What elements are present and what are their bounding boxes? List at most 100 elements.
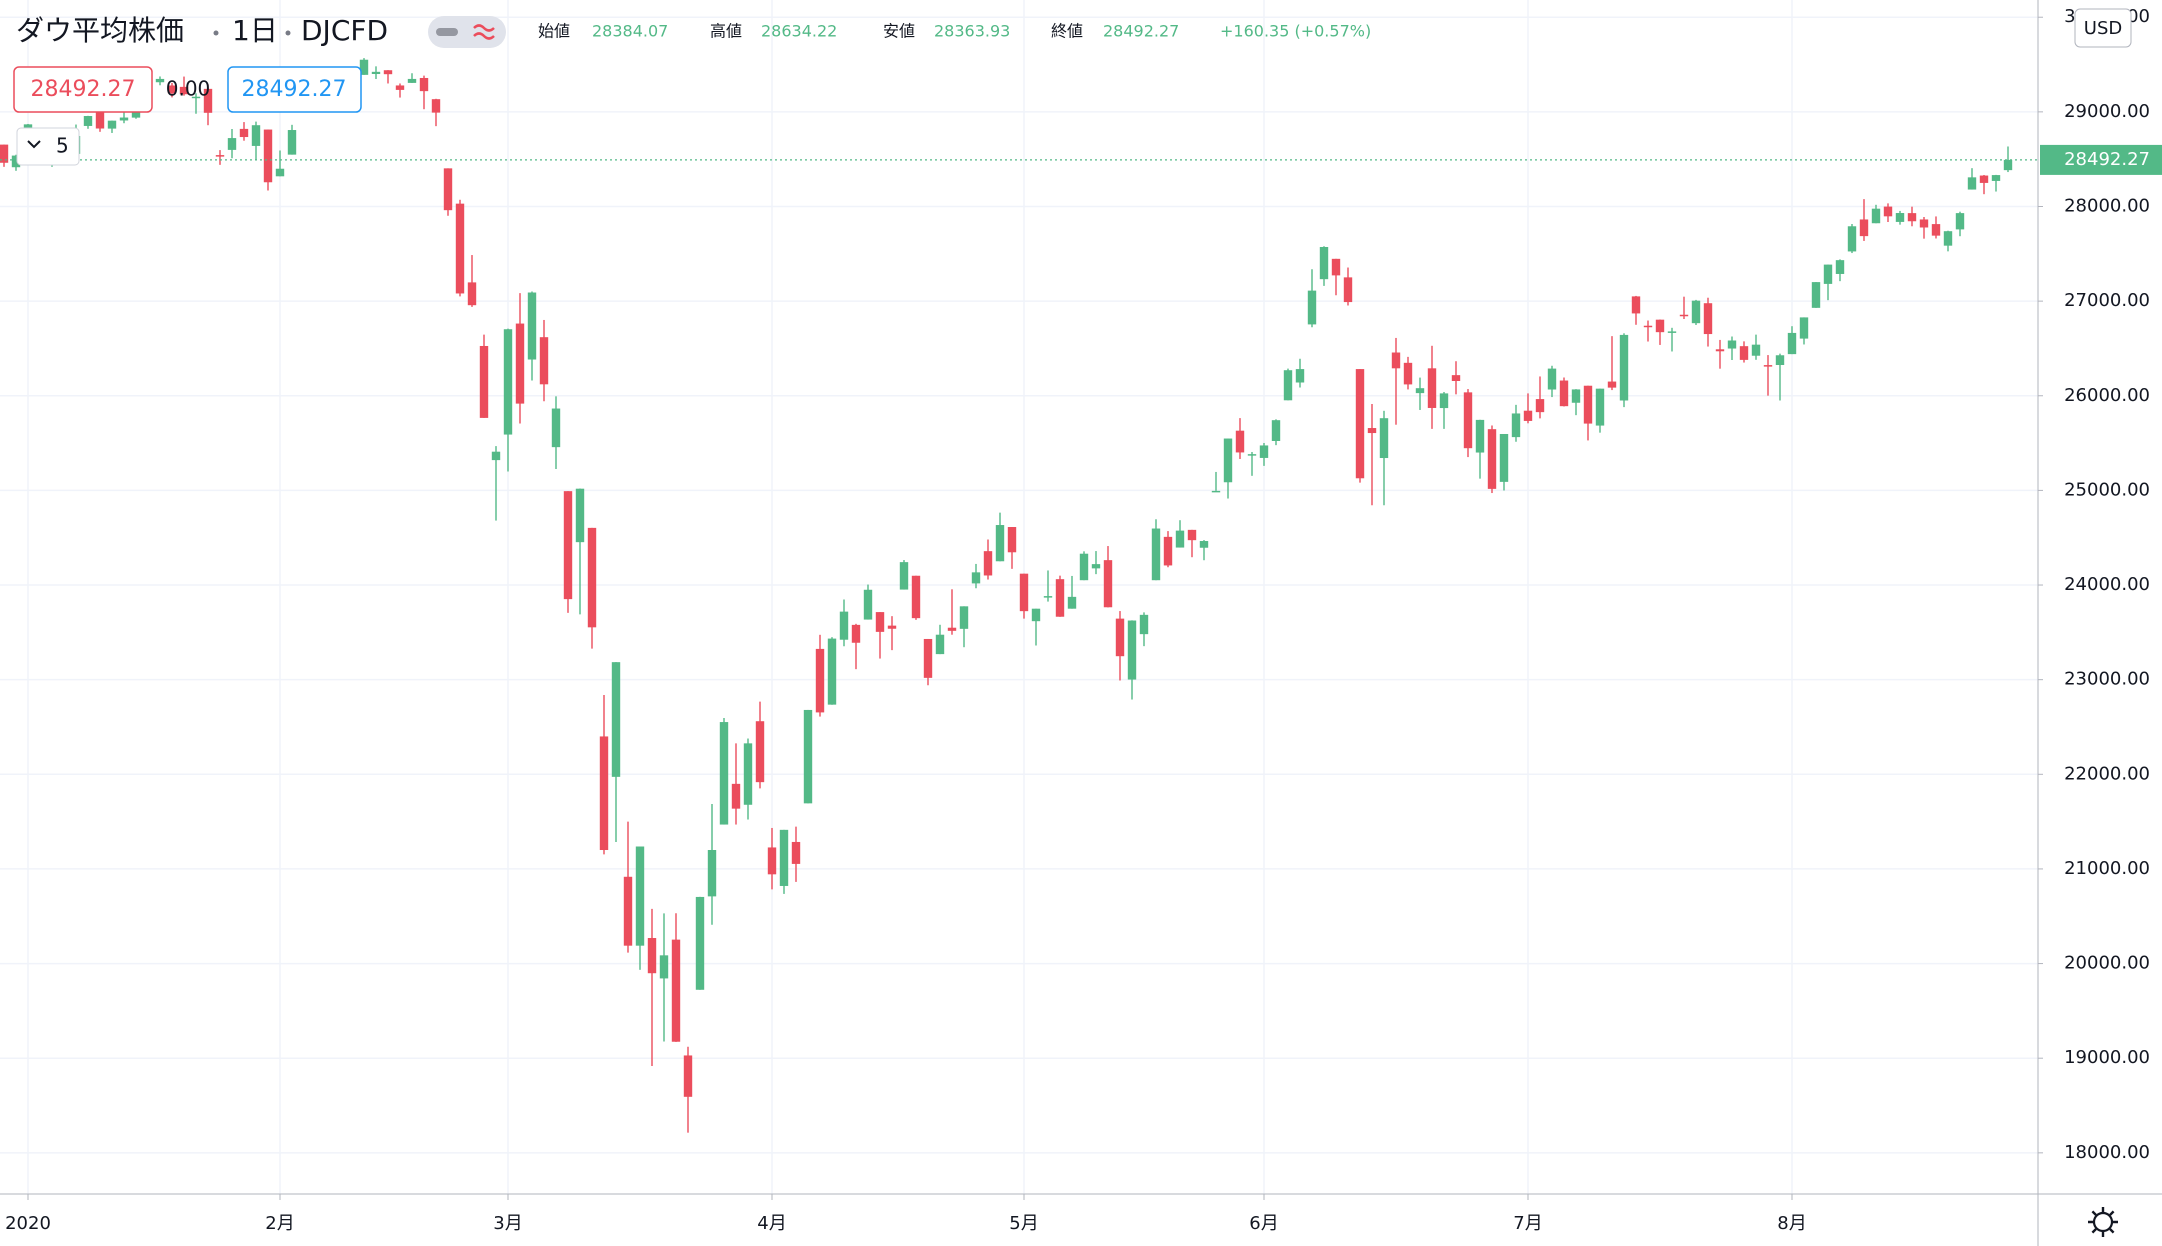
candle-body [1895,213,1905,222]
candle-body [719,722,729,825]
candle-body [635,846,645,946]
candle-body [539,337,549,385]
candle-body [803,709,813,804]
toggle-pill[interactable] [428,16,506,48]
candle-body [671,939,681,1042]
y-tick-label: 18000.00 [2064,1142,2150,1163]
candle-body [491,451,501,461]
candle-body [683,1055,693,1097]
candle-body [947,627,957,631]
y-tick-label: 29000.00 [2064,101,2150,122]
wave-icon [473,24,495,40]
candle-body [1271,420,1281,441]
toggle-icon [436,28,458,36]
candle-body [1787,332,1797,355]
candle-body [1583,385,1593,424]
interval[interactable]: 1日 [232,14,278,47]
sell-price[interactable]: 28492.27 [31,77,136,102]
candle-body [515,323,525,404]
candle-body [1871,208,1881,224]
candle-body [119,117,129,121]
candle-body [1079,553,1089,581]
y-tick-label: 20000.00 [2064,953,2150,974]
candle-body [1391,352,1401,369]
candle-body [1127,620,1137,680]
candle-body [623,876,633,946]
candle-body [1367,428,1377,434]
candle-body [1175,530,1185,548]
candle-body [239,128,249,138]
y-tick-label: 23000.00 [2064,669,2150,690]
candle-body [1919,219,1929,228]
candle-body [1163,536,1173,566]
candle-body [527,292,537,360]
candle-body [1151,528,1161,581]
candle-body [959,606,969,629]
candle-body [263,129,273,183]
x-tick-label: 7月 [1513,1213,1542,1234]
candle-body [107,120,117,129]
indicator-toggle[interactable] [16,127,80,166]
candle-body [1847,226,1857,252]
legend-high: 28634.22 [761,22,837,41]
candle-body [1835,260,1845,274]
legend-high-label: 高値 [710,22,742,41]
x-tick-label: 3月 [493,1213,522,1234]
candle-body [1139,614,1149,635]
candle-body [1823,264,1833,284]
candle-body [503,329,513,435]
candle-body [599,736,609,851]
currency[interactable]: USD [2084,18,2122,39]
candle-body [1019,573,1029,612]
candle-body [1091,564,1101,569]
sell-box[interactable] [13,66,153,113]
candle-body [1403,362,1413,385]
candle-body [659,955,669,979]
candle-body [707,850,717,897]
candle-body [911,575,921,619]
y-tick-label: 25000.00 [2064,479,2150,500]
spread: 0.00 [166,77,211,101]
candle-body [131,109,141,118]
candle-body [1463,392,1473,449]
candle-body [731,783,741,809]
candle-body [1619,334,1629,401]
candle-body [1211,490,1221,493]
candle-body [743,743,753,805]
currency-box[interactable] [2074,8,2132,48]
candle-body [467,282,477,306]
candle-body [1331,258,1341,276]
gear-teeth [2088,1207,2118,1237]
candle-body [1559,380,1569,407]
candle-body [1703,303,1713,335]
buy-box[interactable] [227,66,362,113]
candle-body [83,116,93,126]
candle-body [1007,527,1017,553]
candle-body [203,88,213,113]
candle-body [767,847,777,875]
candle-body [1859,219,1869,237]
candle-body [899,562,909,590]
candle-body [1475,419,1485,453]
candle-body [95,111,105,129]
symbol[interactable]: DJCFD [301,14,388,47]
candle-body [407,78,417,83]
settings-button[interactable] [2088,1207,2118,1237]
candle-body [1631,296,1641,314]
candle-body [1379,418,1389,459]
candle-body [479,345,489,418]
candle-body [1643,325,1653,328]
legend-low: 28363.93 [934,22,1010,41]
candle-body [1499,433,1509,482]
buy-price[interactable]: 28492.27 [242,77,347,102]
candle-body [695,896,705,990]
candle-body [923,638,933,678]
candle-body [791,841,801,864]
candle-body [587,527,597,628]
x-tick-label: 2020 [5,1213,51,1234]
candle-body [1355,369,1365,479]
candle-body [1235,430,1245,453]
symbol-title[interactable]: ダウ平均株価 [16,14,184,47]
